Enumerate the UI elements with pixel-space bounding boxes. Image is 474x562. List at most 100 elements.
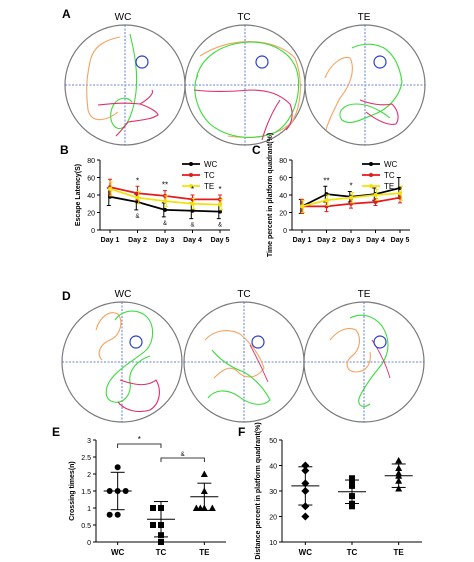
significance-mark: * [349,182,352,191]
data-point [163,207,167,212]
panel-c: C 0 20 40 60 80 Day 1 Day 2 Day 3 Day 4 Day 5 Time … [252,133,410,257]
panel-c-label: C [252,143,261,157]
data-point [163,199,167,204]
data-point [373,200,378,204]
panel-a-title-tc: TC [237,12,250,23]
y-tick-label: 3 [87,438,91,445]
significance-mark: ** [323,176,329,185]
data-point [200,487,208,494]
panel-f-label: F [238,425,245,439]
maze-a-te [304,24,426,146]
swim-path [110,33,138,130]
x-tick-label: Day 1 [101,237,120,244]
swim-path [359,99,399,125]
x-tick-label: TC [156,548,167,557]
data-point [150,505,156,511]
y-tick-label: 0 [91,228,95,235]
swim-path [193,89,293,141]
platform-marker [373,55,387,69]
platform-marker [129,335,143,349]
legend-label: WC [204,160,218,169]
maze-d-tc [183,301,305,423]
y-tick-label: 0 [87,540,91,547]
data-point [190,208,195,213]
significance-mark: * [218,185,221,194]
x-tick-label: TE [394,548,405,557]
legend-marker [189,162,193,166]
data-point [158,532,164,539]
legend-label: TC [384,171,395,180]
y-tick-label: 60 [87,176,95,183]
platform-marker [251,335,265,349]
data-point [395,484,403,492]
group-wc [291,461,320,521]
data-point [301,479,310,488]
swim-path [324,56,353,131]
swim-path [329,327,371,373]
data-point [218,202,222,207]
maze-d-te [303,301,425,423]
data-point [158,522,164,528]
x-tick-label: Day 2 [317,237,336,244]
significance-mark: & [135,214,139,220]
data-point [349,195,353,200]
data-point [301,512,310,521]
maze-d-wc [61,301,183,423]
x-tick-label: Day 5 [211,237,230,244]
data-point [398,191,402,196]
data-point [108,186,112,191]
significance-mark: & [190,223,194,229]
data-point [106,511,113,518]
significance-mark: * [191,185,194,194]
swim-path [105,310,154,403]
y-axis-label: Time percent in platform quadrant(%) [267,133,274,257]
y-tick-label: 50 [269,438,277,445]
significance-bracket [117,443,162,448]
panel-e-label: E [52,425,60,439]
data-point [349,503,355,510]
panel-d: D WC TC TE [61,289,425,423]
swim-path [86,36,121,121]
y-axis-label: Distance percent in platform quadrant(%) [255,422,262,559]
group-te [384,456,413,492]
y-tick-label: 1 [87,506,91,513]
y-tick-label: 30 [269,489,277,496]
legend-label: WC [384,160,398,169]
panel-d-title-wc: WC [115,289,132,300]
y-tick-label: 10 [269,540,277,547]
x-tick-label: Day 4 [366,237,385,244]
data-point [301,461,310,470]
y-tick-label: 2 [87,472,91,479]
panel-f: F 10 20 30 40 50 WC TC TE Distance percent in pla… [238,422,422,560]
y-tick-label: 80 [87,158,95,165]
y-tick-label: 80 [279,158,287,165]
y-tick-label: 0 [283,228,287,235]
x-tick-label: WC [299,548,313,557]
x-tick-label: Day 3 [156,237,175,244]
legend-marker [189,173,193,177]
y-axis-label: Escape Latency(S) [75,164,82,226]
data-point [395,472,403,479]
swim-path [95,312,122,361]
data-point [349,477,355,484]
panel-d-title-te: TE [358,289,371,300]
data-point [200,470,208,477]
y-axis-label: Crossing times(n) [69,461,76,521]
swim-path [207,349,271,405]
group-tc [147,501,175,545]
x-tick-label: WC [111,548,125,557]
platform-marker [135,55,149,69]
swim-path [117,379,160,413]
y-tick-label: 1.5 [81,489,91,496]
data-point [208,504,216,511]
x-tick-label: TE [199,548,210,557]
data-point [349,482,355,489]
significance-mark: * [136,176,139,185]
swim-path [204,330,265,379]
group-te [190,470,219,511]
x-tick-label: Day 5 [391,237,410,244]
y-tick-label: 2.5 [81,455,91,462]
data-point [395,464,403,472]
data-point [190,201,195,206]
